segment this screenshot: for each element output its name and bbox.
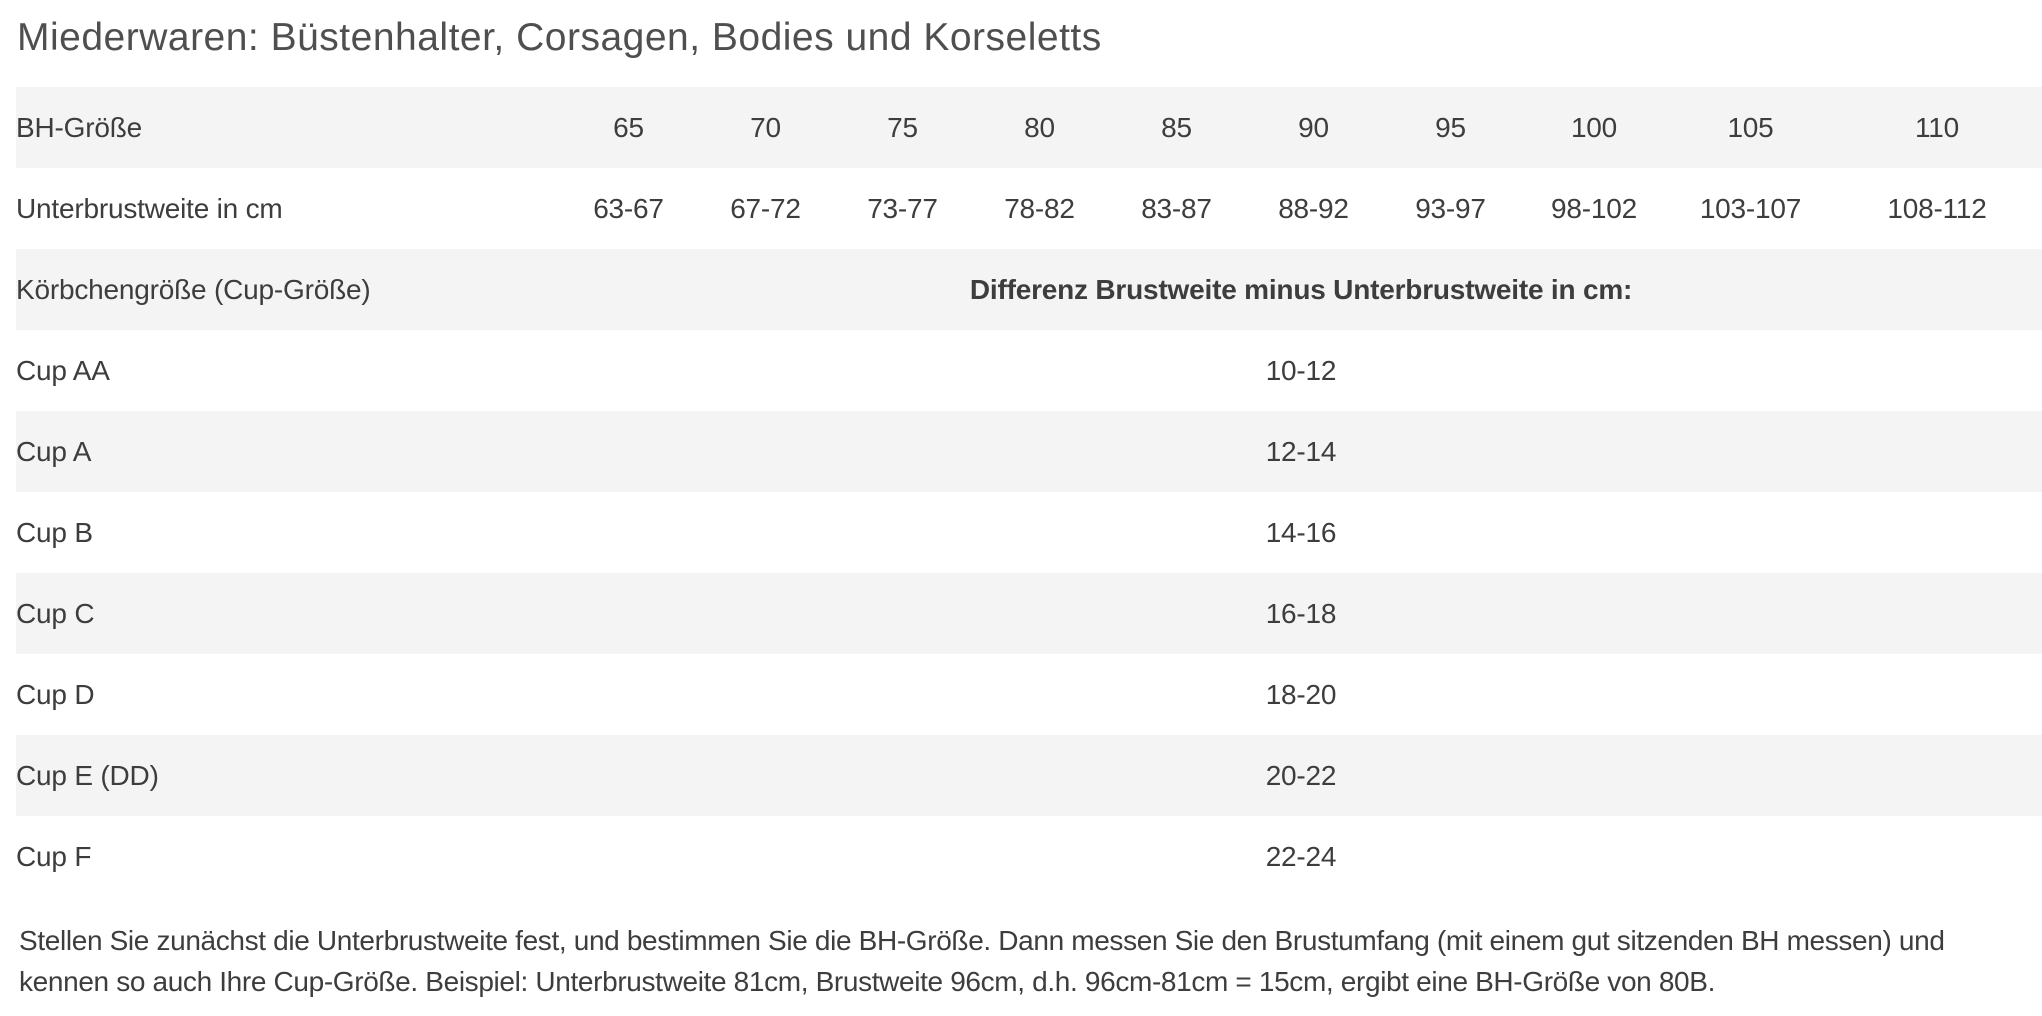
page-title: Miederwaren: Büstenhalter, Corsagen, Bod… <box>17 16 1102 59</box>
underbust-range: 93-97 <box>1415 192 1486 224</box>
cup-label: Cup D <box>16 678 95 710</box>
table-row-cup-b: Cup B 14-16 <box>16 492 2042 573</box>
cup-difference-value: 20-22 <box>1265 759 1337 791</box>
cup-label: Cup B <box>16 516 93 548</box>
bh-size-value: 105 <box>1727 111 1774 143</box>
underbust-range: 63-67 <box>593 192 664 224</box>
cup-size-row-label: Körbchengröße (Cup-Größe) <box>16 273 371 305</box>
table-row-bh-size: BH-Größe 65 70 75 80 85 90 95 100 105 11… <box>16 87 2042 168</box>
measurement-instructions: Stellen Sie zunächst die Unterbrustweite… <box>19 925 1945 997</box>
underbust-range: 103-107 <box>1699 192 1802 224</box>
table-row-cup-a: Cup A 12-14 <box>16 411 2042 492</box>
underbust-range: 98-102 <box>1551 192 1637 224</box>
difference-header: Differenz Brustweite minus Unterbrustwei… <box>969 273 1633 305</box>
underbust-range: 67-72 <box>730 192 801 224</box>
bh-size-value: 80 <box>1024 111 1055 143</box>
cup-difference-value: 18-20 <box>1265 678 1337 710</box>
bh-size-value: 90 <box>1298 111 1329 143</box>
underbust-range: 83-87 <box>1141 192 1212 224</box>
cup-label: Cup F <box>16 840 92 872</box>
table-row-cup-aa: Cup AA 10-12 <box>16 330 2042 411</box>
table-row-cup-f: Cup F 22-24 <box>16 816 2042 897</box>
cup-difference-value: 14-16 <box>1265 516 1337 548</box>
underbust-range: 108-112 <box>1887 192 1987 224</box>
cup-label: Cup AA <box>16 354 110 386</box>
table-row-cup-c: Cup C 16-18 <box>16 573 2042 654</box>
cup-label: Cup A <box>16 435 92 467</box>
cup-label: Cup C <box>16 597 95 629</box>
bh-size-value: 95 <box>1435 111 1466 143</box>
bh-size-row-label: BH-Größe <box>16 111 142 143</box>
bh-size-value: 75 <box>887 111 918 143</box>
bh-size-value: 100 <box>1570 111 1618 143</box>
cup-difference-value: 22-24 <box>1265 840 1337 872</box>
bh-size-value: 65 <box>613 111 644 143</box>
cup-difference-value: 12-14 <box>1265 435 1337 467</box>
cup-difference-value: 10-12 <box>1265 354 1337 386</box>
bh-size-value: 70 <box>750 111 781 143</box>
table-row-cup-d: Cup D 18-20 <box>16 654 2042 735</box>
size-chart-table: BH-Größe 65 70 75 80 85 90 95 100 105 11… <box>16 87 2042 897</box>
underbust-range: 78-82 <box>1004 192 1075 224</box>
table-row-cup-e-dd: Cup E (DD) 20-22 <box>16 735 2042 816</box>
underbust-range: 88-92 <box>1278 192 1349 224</box>
cup-difference-value: 16-18 <box>1265 597 1337 629</box>
table-row-underbust: Unterbrustweite in cm 63-67 67-72 73-77 … <box>16 168 2042 249</box>
table-row-cup-header: Körbchengröße (Cup-Größe) Differenz Brus… <box>16 249 2042 330</box>
underbust-range: 73-77 <box>867 192 938 224</box>
cup-label: Cup E (DD) <box>16 759 159 791</box>
bh-size-value: 85 <box>1161 111 1192 143</box>
underbust-row-label: Unterbrustweite in cm <box>16 192 283 224</box>
bh-size-value: 110 <box>1914 111 1960 143</box>
